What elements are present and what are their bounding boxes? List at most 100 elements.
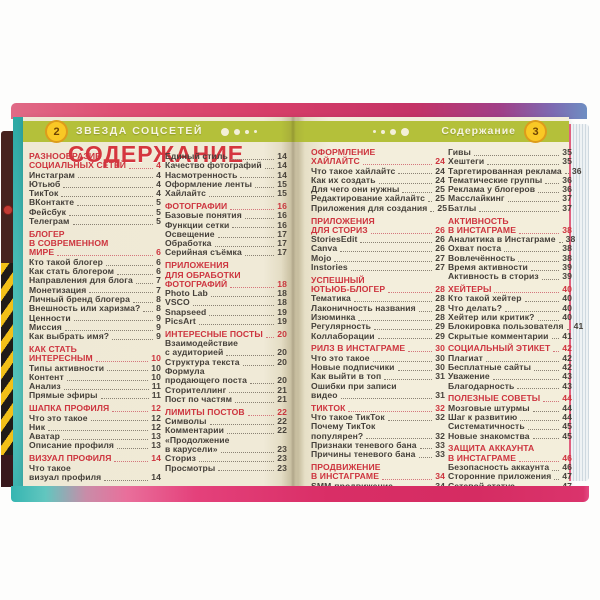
toc-entry: Скрытые комментарии 41 [448, 330, 572, 341]
toc-entry: Единый стиль 14 [165, 151, 287, 161]
toc-entry: Ошибки при записи видео 31 [311, 380, 445, 400]
toc-entry: Базовые понятия 16 [165, 210, 287, 221]
dot-icon [245, 129, 249, 134]
dot-icon [401, 127, 409, 136]
toc-entry: Признаки теневого бана 33 [311, 439, 445, 450]
toc-entry: Миссия 9 [29, 321, 161, 332]
toc-entry: Коллаборации 29 [311, 330, 445, 341]
toc-entry: Функции сетки 16 [165, 219, 287, 230]
toc-entry: Пост по частям 21 [165, 393, 287, 404]
dot-icon [381, 129, 385, 134]
toc-entry: Редактирование хайлайтс 25 [311, 193, 445, 204]
toc-entry: Систематичность 45 [448, 421, 572, 432]
toc-entry: Насмотренность 14 [165, 169, 287, 180]
toc-entry: Оформление ленты 15 [165, 178, 287, 189]
toc-section-heading: ЗАЩИТА АККАУНТА В ИНСТАГРАМЕ 46 [448, 443, 572, 463]
toc-entry: Уважение 43 [448, 371, 572, 382]
toc-entry: Реклама у блогеров 36 [448, 184, 572, 195]
toc-entry: Качество фотографий 14 [165, 160, 287, 171]
toc-entry: Серийная съёмка 17 [165, 247, 287, 258]
toc-entry: Ник 12 [29, 421, 161, 432]
book-cover-top-edge [11, 103, 587, 119]
toc-entry: Хейтер или критик? 40 [448, 312, 572, 323]
left-page-painted-edge [13, 117, 23, 488]
page-number-badge-left: 2 [45, 120, 68, 143]
running-head-left: ЗВЕЗДА СОЦСЕТЕЙ [76, 125, 203, 137]
caution-tape-stripe [1, 263, 13, 455]
toc-entry: Направления для блога 7 [29, 275, 161, 286]
toc-entry: ВКонтакте 5 [29, 197, 161, 208]
toc-entry: StoriesEdit 26 [311, 234, 445, 245]
toc-section-heading: ПОЛЕЗНЫЕ СОВЕТЫ 44 [448, 393, 572, 404]
toc-entry: Почему ТикТок популярен? 32 [311, 421, 445, 441]
toc-entry: Snapseed 19 [165, 306, 287, 317]
toc-entry: Плагиат 42 [448, 352, 572, 363]
toc-entry: Масслайкинг 37 [448, 193, 572, 204]
toc-entry: Мозговые штурмы 44 [448, 402, 572, 413]
toc-column-left-1: РАЗНООБРАЗИЕ СОЦИАЛЬНЫХ СЕТЕЙ 4 Инстаграм 4 Ю… [29, 151, 161, 482]
toc-entry: Символы 22 [165, 416, 287, 427]
toc-entry: Аватар 13 [29, 431, 161, 442]
toc-section-heading: ОФОРМЛЕНИЕ ХАЙЛАЙТС 24 [311, 147, 445, 167]
toc-entry: Новые подписчики 30 [311, 362, 445, 373]
dot-icon [234, 128, 240, 135]
toc-entry: Как выбрать имя? 9 [29, 331, 161, 342]
toc-entry: Photo Lab 18 [165, 288, 287, 299]
dot-icon [254, 130, 257, 133]
toc-entry: Новые знакомства 45 [448, 430, 572, 441]
toc-entry: Что это такое 12 [29, 412, 161, 423]
toc-entry: Что такое хайлайтс 24 [311, 165, 445, 176]
toc-entry: Сторонние приложения 47 [448, 471, 572, 482]
page-number-left: 2 [53, 125, 60, 138]
toc-entry: PicsArt 19 [165, 316, 287, 327]
toc-entry: Для чего они нужны 25 [311, 184, 445, 195]
book-cover-left-edge [1, 131, 13, 263]
toc-entry: Комментарии 22 [165, 425, 287, 436]
toc-entry: Телеграм 5 [29, 216, 161, 227]
toc-entry: Canva 26 [311, 243, 445, 254]
toc-entry: Личный бренд блогера 8 [29, 293, 161, 304]
toc-entry: Активность в сториз 39 [448, 271, 572, 282]
toc-section-heading: ПРОДВИЖЕНИЕ В ИНСТАГРАМЕ 34 [311, 462, 445, 482]
toc-section-heading: ШАПКА ПРОФИЛЯ 12 [29, 403, 161, 414]
page-number-right: 3 [532, 125, 539, 138]
toc-entry: Тематические группы 36 [448, 174, 572, 185]
toc-entry: Ценности 9 [29, 312, 161, 323]
toc-entry: Описание профиля 13 [29, 440, 161, 451]
toc-entry: Благодарность 43 [448, 380, 572, 391]
toc-entry: Блокировка пользователя 41 [448, 321, 584, 332]
toc-entry: Изюминка 28 [311, 312, 445, 323]
toc-entry: Освещение 17 [165, 228, 287, 239]
toc-entry: Сторителлинг 21 [165, 384, 287, 395]
book-cover-left-edge-bottom [1, 455, 13, 487]
cover-left-decoration [3, 205, 13, 215]
toc-column-left-2: Единый стиль 14 Качество фотографий 14 Насмо… [165, 151, 287, 473]
toc-entry: Прямые эфиры 11 [29, 390, 161, 401]
toc-section-heading: ХЕЙТЕРЫ 40 [448, 284, 572, 295]
toc-section-heading: БЛОГЕР В СОВРЕМЕННОМ МИРЕ 6 [29, 228, 161, 258]
toc-entry: Как выйти в топ 31 [311, 371, 445, 382]
toc-entry: Охват поста 38 [448, 243, 572, 254]
toc-entry: Анализ 11 [29, 381, 161, 392]
decorative-dots-right [373, 121, 409, 142]
toc-section-heading: ВИЗУАЛ ПРОФИЛЯ 14 [29, 453, 161, 464]
toc-entry: Лаконичность названия 28 [311, 302, 445, 313]
toc-entry: Безопасность аккаунта 46 [448, 462, 572, 472]
page-stack-edge [569, 124, 589, 481]
toc-entry: ТикТок 4 [29, 188, 161, 199]
toc-entry: Время активности 39 [448, 262, 572, 273]
running-head-right: Содержание [441, 125, 516, 137]
dot-icon [390, 128, 396, 135]
toc-entry: Что делать? 40 [448, 302, 572, 313]
decorative-dots-left [221, 121, 257, 142]
toc-entry: Тематика 28 [311, 293, 445, 304]
dot-icon [373, 130, 376, 133]
toc-entry: Кто такой хейтер 40 [448, 293, 572, 304]
toc-section-heading: ПРИЛОЖЕНИЯ ДЛЯ ОБРАБОТКИ ФОТОГРАФИЙ 18 [165, 260, 287, 289]
toc-section-heading: ФОТОГРАФИИ 16 [165, 200, 287, 211]
toc-entry: Что такое ТикТок 32 [311, 412, 445, 423]
toc-entry: Хайлайтс 15 [165, 188, 287, 199]
toc-entry: Аналитика в Инстаграме 38 [448, 234, 576, 245]
toc-section-heading: КАК СТАТЬ ИНТЕРЕСНЫМ 10 [29, 343, 161, 364]
toc-entry: Mojo 27 [311, 252, 445, 263]
